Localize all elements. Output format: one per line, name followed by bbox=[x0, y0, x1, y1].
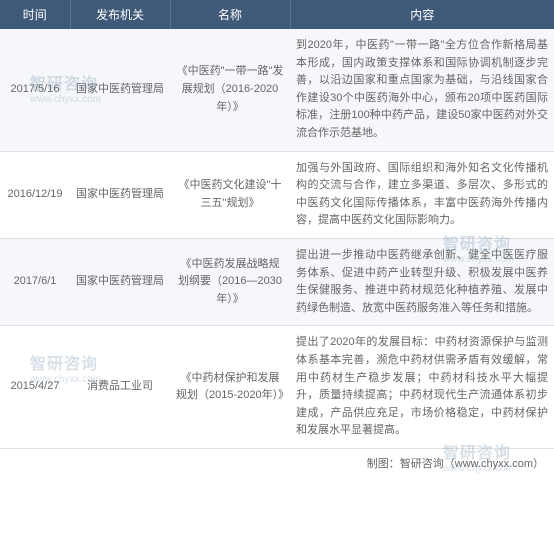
table-row: 2015/4/27 消费品工业司 《中药材保护和发展规划（2015-2020年）… bbox=[0, 326, 554, 449]
cell-time: 2017/6/1 bbox=[0, 238, 70, 325]
cell-name: 《中医药"一带一路"发展规划（2016-2020年）》 bbox=[170, 29, 290, 151]
policy-table: 时间 发布机关 名称 内容 2017/5/16 国家中医药管理局 《中医药"一带… bbox=[0, 0, 554, 449]
table-header-row: 时间 发布机关 名称 内容 bbox=[0, 0, 554, 29]
table-row: 2016/12/19 国家中医药管理局 《中医药文化建设"十三五"规划》 加强与… bbox=[0, 151, 554, 238]
cell-agency: 国家中医药管理局 bbox=[70, 29, 170, 151]
cell-name: 《中药材保护和发展规划（2015-2020年）》 bbox=[170, 326, 290, 449]
cell-time: 2016/12/19 bbox=[0, 151, 70, 238]
header-content: 内容 bbox=[290, 0, 554, 29]
cell-name: 《中医药文化建设"十三五"规划》 bbox=[170, 151, 290, 238]
cell-agency: 国家中医药管理局 bbox=[70, 238, 170, 325]
cell-content: 提出了2020年的发展目标：中药材资源保护与监测体系基本完善，濒危中药材供需矛盾… bbox=[290, 326, 554, 449]
header-time: 时间 bbox=[0, 0, 70, 29]
cell-time: 2017/5/16 bbox=[0, 29, 70, 151]
cell-agency: 消费品工业司 bbox=[70, 326, 170, 449]
header-agency: 发布机关 bbox=[70, 0, 170, 29]
cell-content: 提出进一步推动中医药继承创新、健全中医医疗服务体系、促进中药产业转型升级、积极发… bbox=[290, 238, 554, 325]
table-row: 2017/6/1 国家中医药管理局 《中医药发展战略规划纲要（2016—2030… bbox=[0, 238, 554, 325]
cell-content: 加强与外国政府、国际组织和海外知名文化传播机构的交流与合作，建立多渠道、多层次、… bbox=[290, 151, 554, 238]
cell-name: 《中医药发展战略规划纲要（2016—2030年）》 bbox=[170, 238, 290, 325]
footer-credit: 制图：智研咨询（www.chyxx.com） bbox=[0, 449, 554, 475]
table-row: 2017/5/16 国家中医药管理局 《中医药"一带一路"发展规划（2016-2… bbox=[0, 29, 554, 151]
cell-agency: 国家中医药管理局 bbox=[70, 151, 170, 238]
cell-content: 到2020年，中医药"一带一路"全方位合作新格局基本形成，国内政策支撑体系和国际… bbox=[290, 29, 554, 151]
cell-time: 2015/4/27 bbox=[0, 326, 70, 449]
header-name: 名称 bbox=[170, 0, 290, 29]
